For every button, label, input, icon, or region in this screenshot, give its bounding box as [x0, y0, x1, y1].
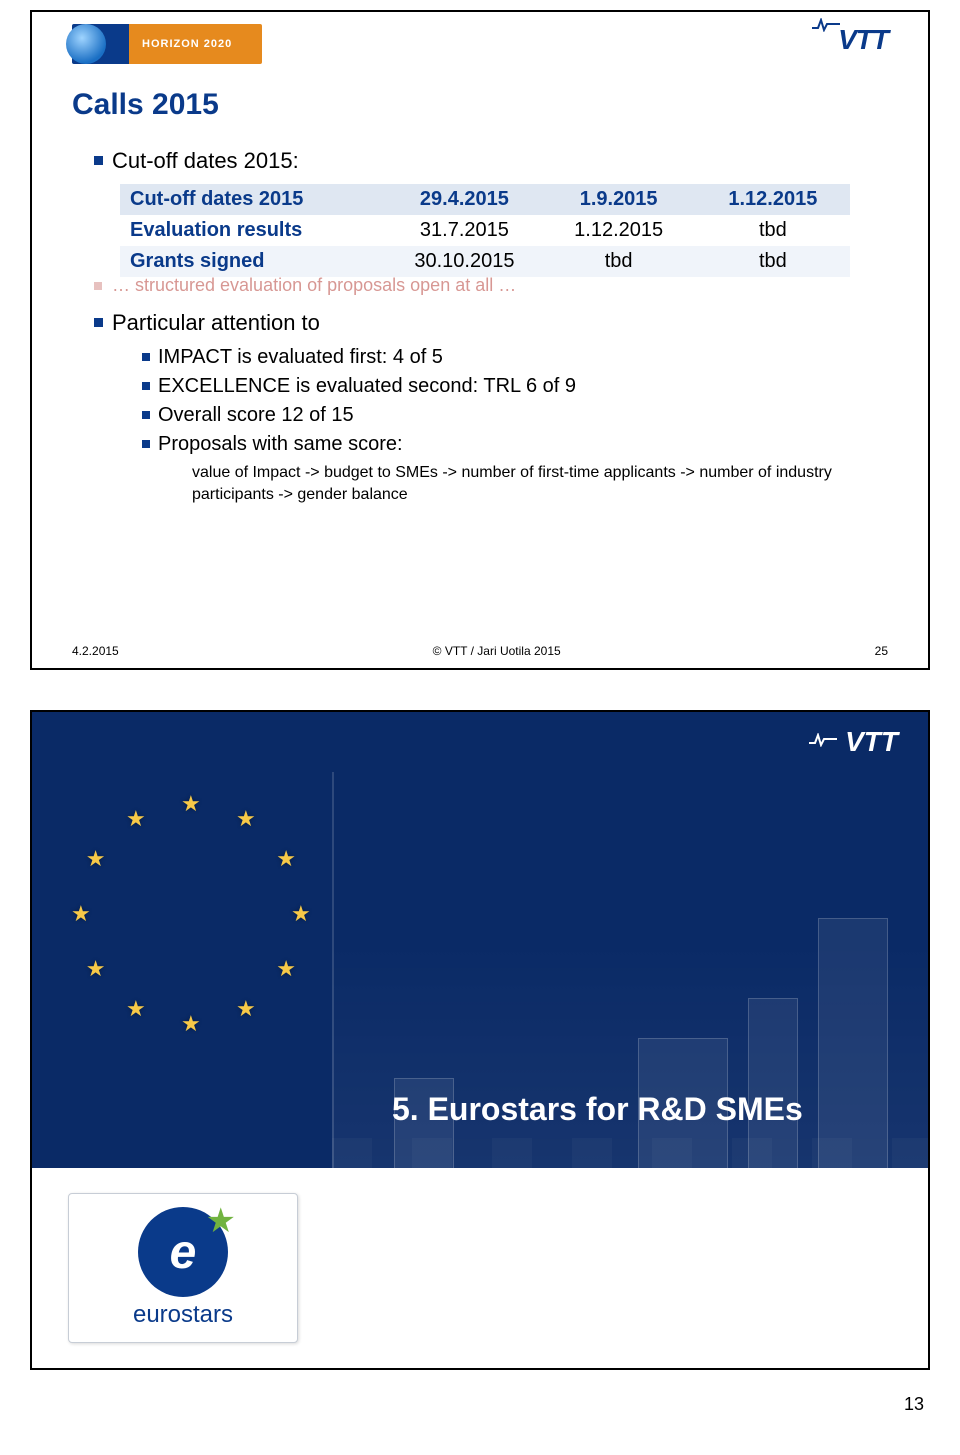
table-cell: tbd [542, 246, 696, 277]
sub-bullet: IMPACT is evaluated first: 4 of 5 [142, 346, 888, 369]
sub-bullet: EXCELLENCE is evaluated second: TRL 6 of… [142, 375, 888, 398]
eu-star-icon: ★ [86, 846, 106, 872]
footer-center: © VTT / Jari Uotila 2015 [433, 644, 561, 658]
eurostars-e: e [170, 1225, 197, 1280]
sub-sub-bullet: value of Impact -> budget to SMEs -> num… [192, 462, 888, 505]
slide-2: VTT ★ ★ ★ ★ ★ ★ ★ ★ ★ ★ ★ ★ 5. Eurostars for R&D SM… [30, 710, 930, 1370]
table-cell: 1.12.2015 [696, 184, 850, 215]
eurostars-logo-card: e ★ eurostars [68, 1193, 298, 1343]
footer-date: 4.2.2015 [72, 644, 119, 658]
table-row: Cut-off dates 2015 29.4.2015 1.9.2015 1.… [120, 184, 850, 215]
bottom-band: e ★ eurostars [32, 1168, 928, 1368]
sub-bullet: Proposals with same score: [142, 433, 888, 456]
table-cell: 1.12.2015 [542, 215, 696, 246]
green-star-icon: ★ [206, 1201, 236, 1241]
eu-star-icon: ★ [291, 901, 311, 927]
footer-page: 25 [875, 644, 888, 658]
table-cell: Grants signed [120, 246, 387, 277]
eu-star-icon: ★ [71, 901, 91, 927]
vtt-logo: VTT [809, 726, 898, 758]
eu-star-icon: ★ [276, 956, 296, 982]
table-cell: 1.9.2015 [542, 184, 696, 215]
table-row: Grants signed 30.10.2015 tbd tbd [120, 246, 850, 277]
globe-icon [66, 24, 106, 64]
pulse-icon [812, 18, 840, 32]
eu-star-icon: ★ [181, 791, 201, 817]
table-cell: 29.4.2015 [387, 184, 541, 215]
table-cell: 31.7.2015 [387, 215, 541, 246]
table-cell: tbd [696, 246, 850, 277]
table-cell: Cut-off dates 2015 [120, 184, 387, 215]
cutoff-dates-table: Cut-off dates 2015 29.4.2015 1.9.2015 1.… [120, 184, 850, 277]
eu-star-icon: ★ [236, 996, 256, 1022]
eu-star-icon: ★ [126, 806, 146, 832]
eu-star-icon: ★ [86, 956, 106, 982]
vtt-logo: VTT [818, 24, 888, 56]
occluded-bullet: … structured evaluation of proposals ope… [94, 275, 888, 296]
pulse-icon [809, 733, 837, 747]
eurostars-word: eurostars [133, 1301, 233, 1329]
eu-stars-ring-icon: ★ ★ ★ ★ ★ ★ ★ ★ ★ ★ ★ ★ [62, 782, 322, 1042]
slide1-header: HORIZON 2020 VTT [72, 24, 888, 70]
horizon-2020-badge: HORIZON 2020 [72, 24, 262, 64]
table-cell: tbd [696, 215, 850, 246]
bullet-attention: Particular attention to [94, 310, 888, 336]
vtt-label: VTT [845, 726, 898, 757]
table-cell: 30.10.2015 [387, 246, 541, 277]
slide-1: HORIZON 2020 VTT Calls 2015 Cut-off date… [30, 10, 930, 670]
sub-bullet: Overall score 12 of 15 [142, 404, 888, 427]
slide-title: Calls 2015 [72, 88, 888, 122]
eu-star-icon: ★ [236, 806, 256, 832]
eu-star-icon: ★ [181, 1011, 201, 1037]
eurostars-circle-icon: e ★ [138, 1207, 228, 1297]
table-row: Evaluation results 31.7.2015 1.12.2015 t… [120, 215, 850, 246]
horizon-2020-label: HORIZON 2020 [142, 38, 232, 50]
section-title: 5. Eurostars for R&D SMEs [392, 1091, 803, 1128]
page-number: 13 [30, 1394, 924, 1415]
vtt-label: VTT [838, 24, 888, 55]
eu-star-icon: ★ [126, 996, 146, 1022]
eu-star-icon: ★ [276, 846, 296, 872]
table-cell: Evaluation results [120, 215, 387, 246]
cityscape-graphic [332, 772, 928, 1198]
slide-footer: 4.2.2015 © VTT / Jari Uotila 2015 25 [72, 644, 888, 658]
bullet-cutoff-dates: Cut-off dates 2015: [94, 148, 888, 174]
